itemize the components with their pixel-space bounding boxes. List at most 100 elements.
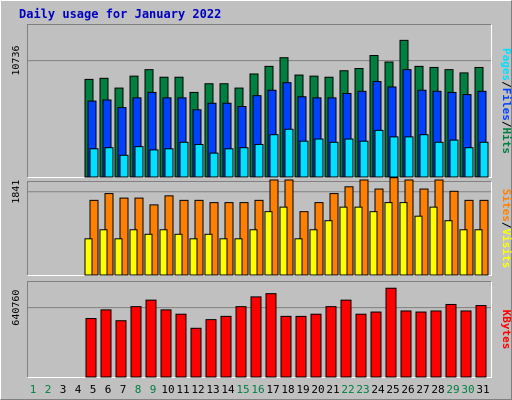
bar-pages-day-29 [449,139,459,178]
legend-separator: / [500,222,512,229]
y-tick-label-mid: 1841 [11,180,22,204]
bar-visits-day-14 [219,238,228,276]
bar-visits-day-5 [84,238,93,276]
x-tick-label-day-28: 28 [431,383,444,396]
x-tick-label-day-16: 16 [251,383,264,396]
x-tick-label-day-5: 5 [90,383,97,396]
x-tick-label-day-13: 13 [206,383,219,396]
x-tick-label-day-8: 8 [135,383,142,396]
bar-pages-day-30 [464,147,474,178]
bar-kbytes-day-21 [325,306,337,378]
x-tick-label-day-20: 20 [311,383,324,396]
bar-sites-day-7 [119,197,129,276]
bar-pages-day-7 [119,154,129,178]
bar-sites-day-12 [194,199,204,276]
bar-kbytes-day-26 [400,310,412,378]
x-tick-label-day-24: 24 [371,383,385,396]
bar-kbytes-day-28 [430,310,442,378]
bar-kbytes-day-19 [295,315,307,378]
bar-visits-day-8 [129,229,138,276]
bar-pages-day-22 [344,138,354,178]
bar-visits-day-27 [414,215,423,276]
bar-visits-day-30 [459,229,468,276]
x-tick-label-day-31: 31 [476,383,489,396]
x-tick-label-day-3: 3 [60,383,67,396]
panel-mid: 1841 Sites/Visits [11,177,512,276]
bar-pages-day-25 [389,136,399,178]
x-tick-label-day-26: 26 [401,383,414,396]
y-tick-label-top: 10736 [11,46,22,76]
bar-visits-day-7 [114,238,123,276]
bar-pages-day-9 [149,149,159,178]
x-tick-label-day-10: 10 [161,383,174,396]
bar-pages-day-17 [269,134,279,178]
bar-visits-day-11 [174,233,183,276]
x-tick-label-day-29: 29 [446,383,459,396]
bar-kbytes-day-11 [175,313,187,378]
bar-pages-day-13 [209,152,219,178]
bar-kbytes-day-14 [220,315,232,378]
bar-kbytes-day-22 [340,299,352,378]
legend-sites: Sites [500,189,512,222]
x-tick-label-day-7: 7 [120,383,127,396]
x-tick-label-day-2: 2 [45,383,52,396]
bar-visits-day-18 [279,206,288,276]
bar-pages-day-23 [359,140,369,178]
bar-visits-day-23 [354,206,363,276]
plot-border-shadow [27,281,492,378]
bar-sites-day-5 [89,199,99,276]
x-tick-label-day-22: 22 [341,383,354,396]
legend-pages: Pages [500,48,512,81]
plot-border-shadow [27,24,492,178]
bar-visits-day-19 [294,238,303,276]
bar-kbytes-day-30 [460,310,472,378]
bar-pages-day-8 [134,146,144,178]
bar-visits-day-25 [384,202,393,276]
bar-kbytes-day-9 [145,299,157,378]
x-tick-label-day-9: 9 [150,383,157,396]
bar-kbytes-day-23 [355,313,367,378]
bar-visits-day-26 [399,202,408,276]
chart-title: Daily usage for January 2022 [19,7,221,21]
legend-files: Files [500,88,512,121]
x-axis-labels: 1 2 3 4 5 6 7 8 9 10 11 12 13 14 15 16 17 18 19 20 21 22 23 24 2… [30,383,490,396]
bar-visits-day-6 [99,229,108,276]
bar-kbytes-day-20 [310,313,322,378]
legend-top: Pages/Files/Hits [500,48,512,154]
bar-kbytes-day-16 [250,296,262,378]
legend-visits: Visits [500,229,512,269]
bar-kbytes-day-18 [280,315,292,378]
bar-kbytes-day-5 [85,318,97,378]
x-tick-label-day-23: 23 [356,383,369,396]
bar-kbytes-day-7 [115,320,127,378]
x-tick-label-day-21: 21 [326,383,339,396]
bar-pages-day-16 [254,143,264,178]
bar-pages-day-26 [404,136,414,178]
bar-pages-day-21 [329,141,339,178]
bar-kbytes-day-6 [100,309,112,378]
bar-visits-day-28 [429,206,438,276]
bar-visits-day-22 [339,206,348,276]
bar-kbytes-day-10 [160,309,172,378]
legend-kbytes: KBytes [500,310,512,350]
x-tick-label-day-30: 30 [461,383,474,396]
bar-pages-day-31 [479,141,489,178]
x-tick-label-day-18: 18 [281,383,294,396]
bar-visits-day-15 [234,238,243,276]
bar-kbytes-day-31 [475,305,487,378]
x-tick-label-day-11: 11 [176,383,189,396]
bar-kbytes-day-8 [130,306,142,378]
x-tick-label-day-6: 6 [105,383,112,396]
legend-separator: / [500,121,512,128]
bar-visits-day-16 [249,229,258,276]
bar-visits-day-12 [189,238,198,276]
x-tick-label-day-1: 1 [30,383,37,396]
bar-pages-day-18 [284,128,294,178]
bar-visits-day-20 [309,229,318,276]
x-tick-label-day-4: 4 [75,383,82,396]
panel-top: 10736 Pages/Files/Hits [11,24,512,178]
bar-pages-day-24 [374,129,384,178]
